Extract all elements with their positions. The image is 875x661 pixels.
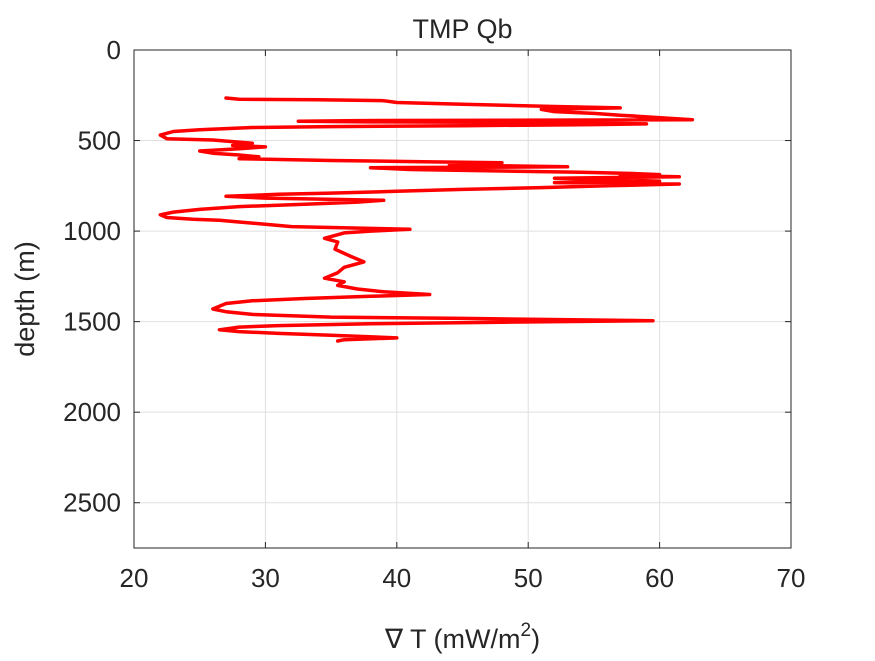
axis-ticks: 20 30 40 50 60 70 0 500 1000 1500 2000 2500 [63,35,805,593]
x-tick-label: 60 [645,563,674,593]
y-axis-title: depth (m) [10,241,40,357]
x-axis-title-superscript: 2 [520,620,531,641]
x-axis-title: ∇ T (mW/m2) [384,620,540,654]
x-tick-label: 20 [120,563,149,593]
chart-title: TMP Qb [412,14,512,44]
plot-frame [133,49,792,549]
y-tick-label: 2000 [63,397,121,427]
y-tick-label: 2500 [63,488,121,518]
y-tick-label: 1500 [63,307,121,337]
plot-area [158,96,695,343]
x-axis-title-suffix: ) [531,624,540,654]
y-tick-label: 0 [107,35,121,65]
x-axis-title-main: ∇ T (mW/m [384,624,521,654]
x-tick-label: 30 [251,563,280,593]
series-line [158,96,695,343]
x-tick-label: 40 [382,563,411,593]
y-tick-label: 500 [78,126,121,156]
y-tick-label: 1000 [63,216,121,246]
x-tick-label: 70 [777,563,806,593]
x-tick-label: 50 [514,563,543,593]
